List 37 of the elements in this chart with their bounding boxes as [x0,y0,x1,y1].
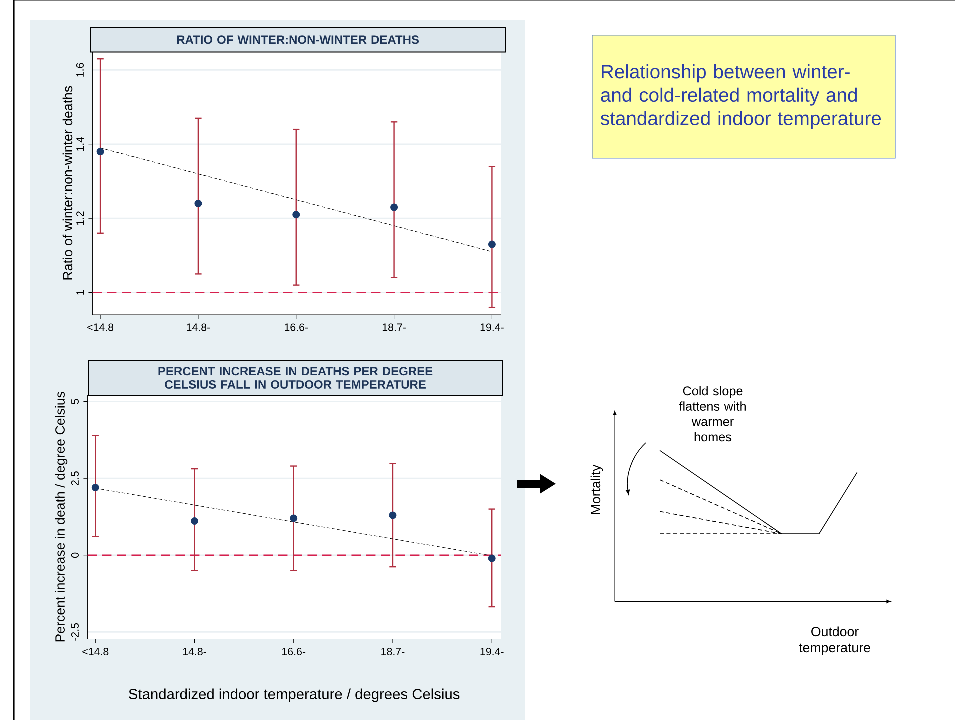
point [488,554,496,562]
y-tick-label: 1.4 [76,137,84,151]
y-axis-title: Ratio of winter:non-winter deaths [62,86,73,280]
x-tick-label: 16.6- [282,648,306,656]
x-tick-label: 19.4- [480,648,504,656]
point [194,200,202,208]
point [488,240,496,248]
x-tick-label: <14.8 [82,648,109,656]
chart-title: PERCENT INCREASE IN DEATHS PER DEGREE CELSIUS FALL IN OUTDOOR TEMPERATURE [158,367,433,389]
point [292,211,300,219]
x-tick-label: 14.8- [187,324,210,332]
text: Relationship between winter- and cold-related mortality and standardized indoor temperature [600,64,882,130]
y-tick-label: -2.5 [71,623,79,641]
x-tick-label: 18.7- [382,324,406,332]
point [389,512,397,520]
x-tick-label: 19.4- [480,324,504,332]
y-tick-label: 5 [72,399,79,404]
y-tick-label: 2.5 [71,472,79,486]
chart-title: RATIO OF WINTER:NON-WINTER DEATHS [177,36,419,44]
x-tick-label: 16.6- [285,324,308,332]
point [96,148,104,156]
point [390,204,398,212]
point [92,484,100,492]
y-tick-label: 1.6 [76,63,84,77]
text: Outdoor temperature [799,626,870,656]
text: Cold slope flattens with warmer homes [679,386,746,442]
point [191,518,198,526]
point [290,514,298,522]
x-tick-label: <14.8 [88,324,114,332]
text: Mortality [590,464,604,514]
x-axis-title: Standardized indoor temperature / degrees Celsius [129,688,460,702]
y-tick-label: 0 [71,552,79,558]
y-tick-label: 1.2 [76,212,84,226]
y-axis-title: Percent increase in death / degree Celsius [55,392,68,642]
x-tick-label: 18.7- [382,648,405,656]
y-tick-label: 1 [76,290,84,295]
x-tick-label: 14.8- [183,648,206,656]
